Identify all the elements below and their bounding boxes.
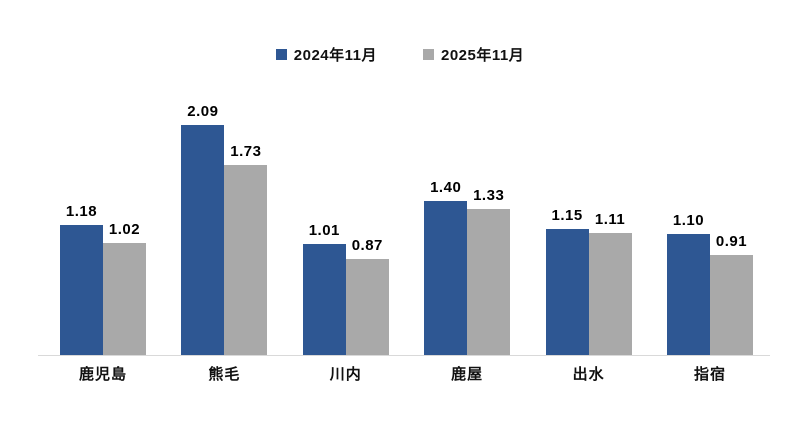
bar-value-label: 1.10 [672, 212, 705, 229]
legend-item-2: 2025年11月 [423, 44, 524, 65]
x-axis-labels: 鹿児島 熊毛 川内 鹿屋 出水 指宿 [38, 363, 770, 387]
bar-川内-2024年11月 [302, 244, 346, 355]
legend-swatch-icon [423, 49, 434, 60]
bar-鹿屋-2024年11月 [424, 201, 468, 355]
x-axis-label-鹿児島: 鹿児島 [78, 366, 128, 383]
legend-item-1: 2024年11月 [275, 44, 377, 65]
bar-出水-2024年11月 [545, 229, 589, 355]
bar-value-label: 1.33 [473, 187, 505, 204]
legend-label: 2025年11月 [441, 47, 525, 64]
x-axis-label-鹿屋: 鹿屋 [451, 366, 484, 383]
bar-熊毛-2024年11月 [181, 125, 225, 355]
bar-value-label: 1.11 [594, 211, 626, 228]
plot-area: 1.18 1.02 2.09 1.73 1.01 0.87 1.40 1.33 1.15 1.11… [38, 70, 770, 356]
x-axis-label-熊毛: 熊毛 [208, 366, 241, 383]
bar-鹿児島-2024年11月 [60, 225, 103, 355]
bar-指宿-2024年11月 [667, 234, 710, 355]
bar-川内-2025年11月 [345, 259, 389, 355]
chart-legend: 2024年11月 2025年11月 [0, 44, 800, 65]
bar-value-label: 1.15 [551, 207, 583, 224]
x-axis-label-川内: 川内 [329, 366, 362, 383]
bar-鹿屋-2025年11月 [467, 209, 511, 355]
x-axis-label-指宿: 指宿 [693, 366, 727, 383]
bar-出水-2025年11月 [588, 233, 632, 355]
legend-label: 2024年11月 [293, 47, 377, 64]
bar-value-label: 1.02 [108, 221, 141, 238]
bar-value-label: 1.40 [430, 179, 462, 196]
bar-熊毛-2025年11月 [224, 165, 268, 355]
legend-swatch-icon [275, 49, 287, 60]
bar-value-label: 2.09 [187, 103, 219, 120]
bar-鹿児島-2025年11月 [103, 243, 146, 355]
bar-指宿-2025年11月 [710, 255, 753, 355]
bar-value-label: 1.18 [65, 203, 98, 220]
bar-value-label: 1.73 [230, 143, 262, 160]
bar-value-label: 0.87 [351, 237, 383, 254]
bar-value-label: 0.91 [715, 233, 748, 250]
x-axis-label-出水: 出水 [572, 366, 605, 383]
bar-value-label: 1.01 [308, 222, 340, 239]
x-axis-line [38, 355, 770, 356]
